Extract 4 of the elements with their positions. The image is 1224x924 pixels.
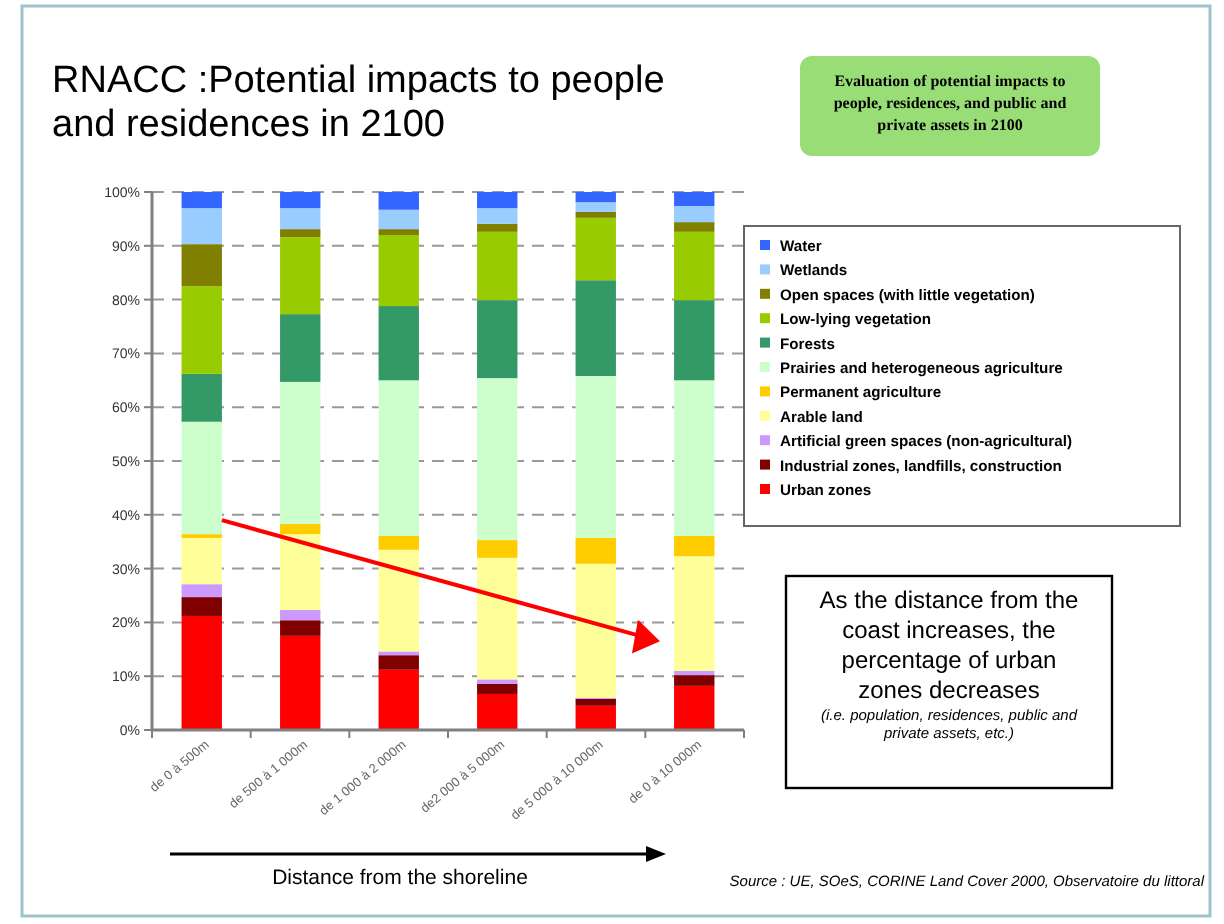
text: As the distance from the coast increases, the percentage of urban zones decreases (819, 586, 1080, 704)
chart-title: RNACC :Potential impacts to people and residences in 2100 (52, 60, 665, 146)
text: Evaluation of potential impacts to people, residences, and public and private assets in 2100 (833, 72, 1068, 134)
x-axis-title: Distance from the shoreline (272, 866, 529, 890)
